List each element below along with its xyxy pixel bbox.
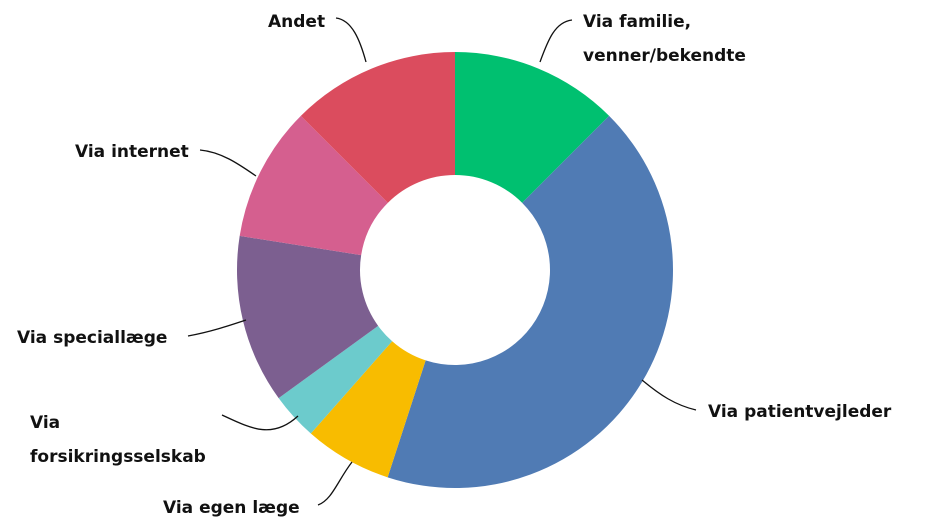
slice-label: Andet — [268, 12, 325, 32]
slice — [239, 115, 388, 256]
slice — [237, 235, 379, 399]
slice-label: Via speciallæge — [17, 328, 167, 348]
leader-line — [335, 17, 367, 63]
slice-label: Via patientvejleder — [708, 402, 892, 422]
leader-line — [187, 319, 247, 337]
slice-label: Via familie, venner/bekendte — [583, 12, 746, 66]
slice-label: Via forsikringsselskab — [30, 413, 206, 467]
slice — [278, 325, 393, 434]
slice-label: Via internet — [75, 142, 189, 162]
leader-line — [641, 379, 697, 411]
slice — [310, 341, 426, 478]
leader-line — [317, 461, 353, 506]
slice — [387, 115, 673, 489]
leader-line — [539, 19, 573, 63]
slice — [455, 52, 610, 203]
slice — [300, 52, 455, 203]
leader-line — [199, 149, 257, 177]
leader-line — [221, 414, 299, 431]
slice-label: Via egen læge — [163, 498, 300, 518]
